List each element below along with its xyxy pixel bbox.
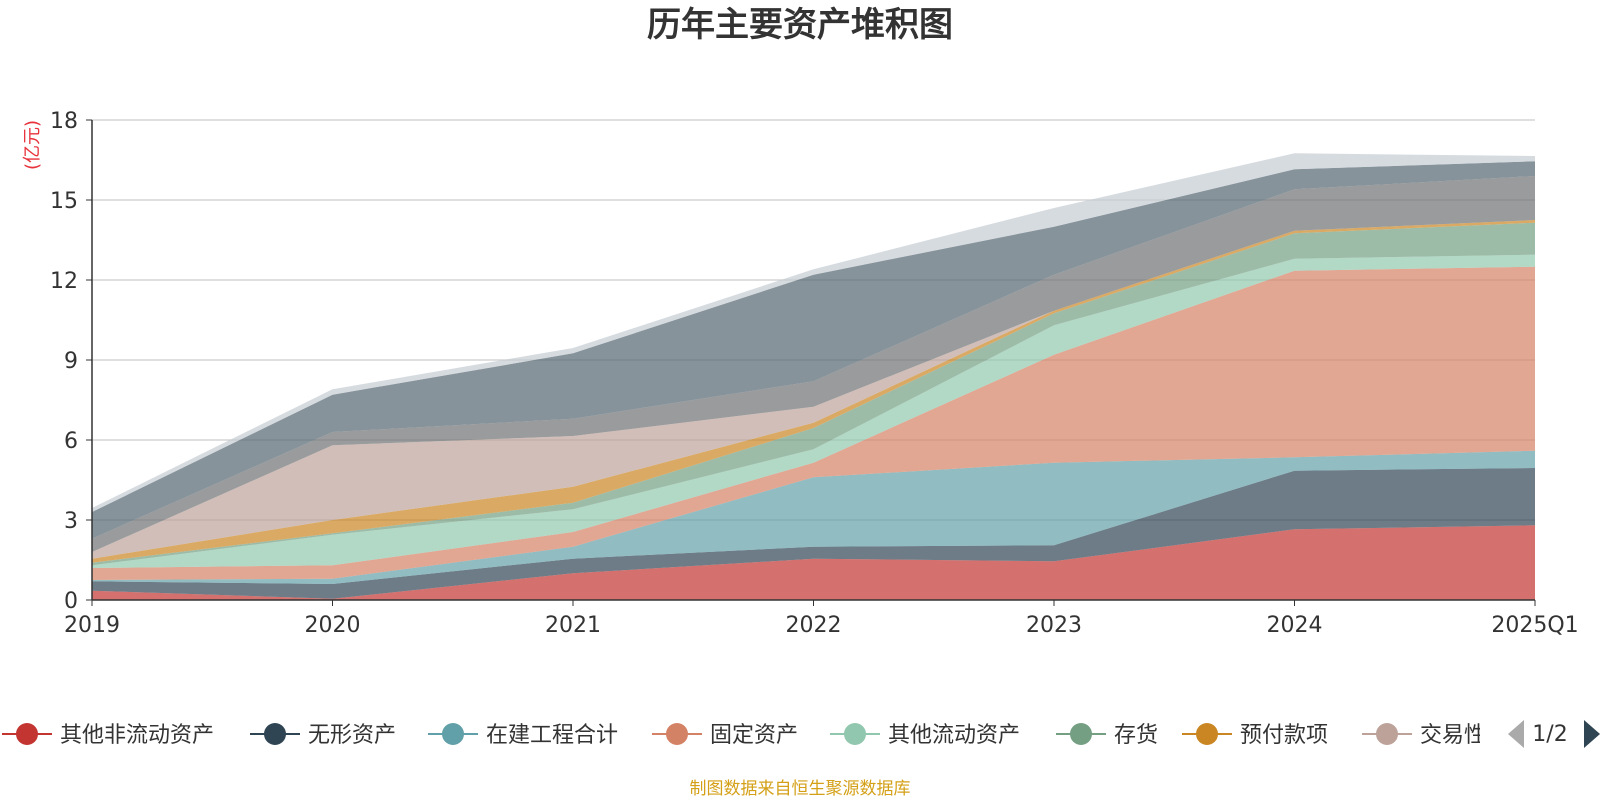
axes: 0 3 6 9 12 15 18 2019 2020 2021 2022 2023 2024 2025Q1 <box>50 109 1579 638</box>
legend-item[interactable]: 固定资产 <box>652 723 798 748</box>
x-axis-tick-label: 2022 <box>786 613 842 638</box>
legend-item[interactable]: 存货 <box>1056 723 1158 748</box>
legend-next-arrow-icon[interactable] <box>1584 720 1600 748</box>
legend-label: 其他流动资产 <box>888 723 1020 748</box>
legend-item[interactable]: 在建工程合计 <box>428 723 618 748</box>
legend-items: 其他非流动资产 无形资产 在建工程合计 固定资产 其他流动资产 存货 预付款项 交易性金融资产 <box>2 723 1574 748</box>
legend-dot-marker <box>264 723 286 745</box>
x-axis-tick-label: 2024 <box>1267 613 1323 638</box>
x-axis-tick-label: 2020 <box>305 613 361 638</box>
legend-label: 预付款项 <box>1240 723 1328 748</box>
legend-page-indicator: 1/2 <box>1532 722 1567 747</box>
area-series-2[interactable] <box>92 468 1535 599</box>
legend-prev-arrow-icon[interactable] <box>1508 720 1524 748</box>
legend-dot-marker <box>1196 723 1218 745</box>
area-series-8[interactable] <box>92 220 1535 559</box>
legend-item[interactable]: 其他非流动资产 <box>2 723 214 748</box>
legend-dot-marker <box>666 723 688 745</box>
legend-dot-marker <box>442 723 464 745</box>
legend-dot-marker <box>1376 723 1398 745</box>
legend: 其他非流动资产 无形资产 在建工程合计 固定资产 其他流动资产 存货 预付款项 交易性金融资产 <box>2 723 1574 748</box>
legend-label: 交易性金融资产 <box>1420 723 1574 748</box>
source-note: 制图数据来自恒生聚源数据库 <box>690 779 911 799</box>
chart-title: 历年主要资产堆积图 <box>647 5 953 45</box>
y-axis-tick-label: 3 <box>64 509 78 534</box>
area-series-3[interactable] <box>92 450 1535 584</box>
x-axis-tick-label: 2019 <box>64 613 120 638</box>
x-axis-tick-label: 2023 <box>1026 613 1082 638</box>
legend-item[interactable]: 交易性金融资产 <box>1362 723 1574 748</box>
area-series-9[interactable] <box>92 176 1535 552</box>
legend-dot-marker <box>16 723 38 745</box>
x-axis-tick-label: 2021 <box>545 613 601 638</box>
legend-label: 其他非流动资产 <box>60 723 214 748</box>
legend-pager: 1/2 <box>1508 720 1600 748</box>
y-axis-tick-label: 0 <box>64 589 78 614</box>
area-series-4[interactable] <box>92 266 1535 580</box>
area-series-10[interactable] <box>92 161 1535 539</box>
y-axis-tick-label: 15 <box>50 189 78 214</box>
legend-dot-marker <box>844 723 866 745</box>
legend-item[interactable]: 其他流动资产 <box>830 723 1020 748</box>
x-axis-tick-label: 2025Q1 <box>1491 613 1578 638</box>
legend-item[interactable]: 预付款项 <box>1182 723 1328 748</box>
legend-dot-marker <box>1070 723 1092 745</box>
legend-label: 无形资产 <box>308 723 396 748</box>
legend-label: 固定资产 <box>710 723 798 748</box>
y-axis-unit-label: (亿元) <box>22 120 43 170</box>
y-axis-tick-label: 6 <box>64 429 78 454</box>
y-axis-tick-label: 18 <box>50 109 78 134</box>
area-series-6[interactable] <box>92 222 1535 566</box>
legend-label: 存货 <box>1114 723 1158 748</box>
legend-label: 在建工程合计 <box>486 723 618 748</box>
stacked-areas <box>92 153 1535 600</box>
legend-item[interactable]: 无形资产 <box>250 723 396 748</box>
y-axis-tick-label: 12 <box>50 269 78 294</box>
area-series-1[interactable] <box>92 525 1535 600</box>
y-axis-tick-label: 9 <box>64 349 78 374</box>
